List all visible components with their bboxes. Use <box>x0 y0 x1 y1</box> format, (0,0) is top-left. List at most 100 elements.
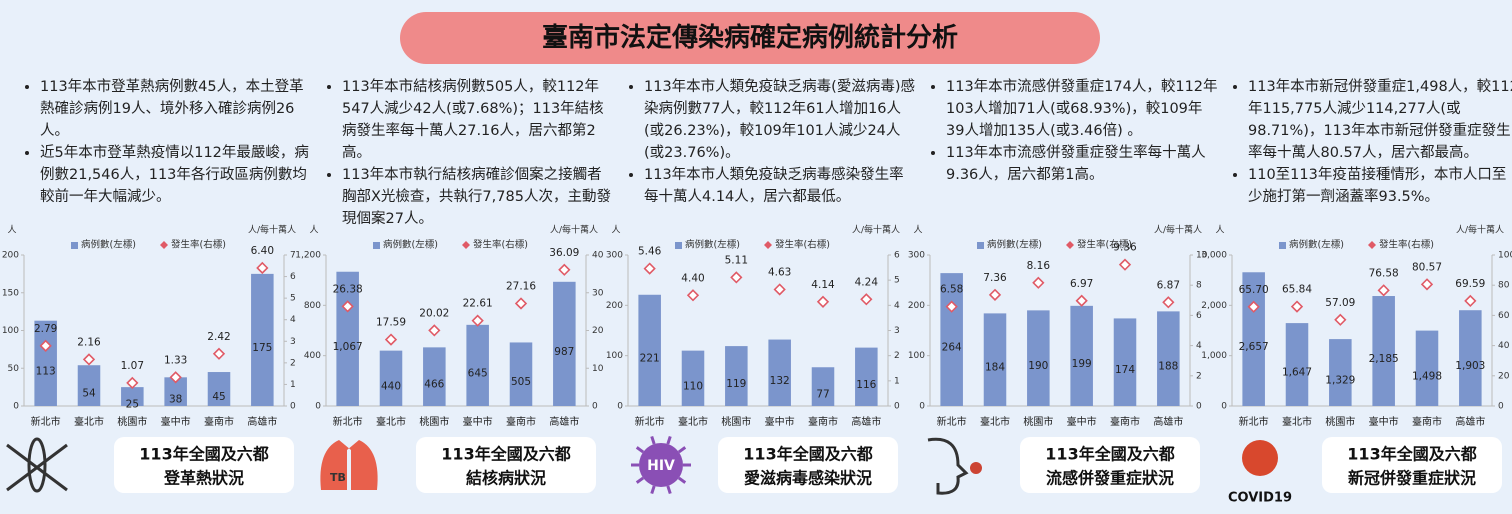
rate-marker <box>1377 284 1390 297</box>
rate-marker <box>988 288 1002 301</box>
bar <box>121 387 144 406</box>
bar <box>379 350 403 406</box>
y-axis-unit: 人 <box>913 225 922 236</box>
legend-label: 病例數(左標) <box>987 239 1042 251</box>
x-tick-label: 臺南市 <box>1412 415 1442 428</box>
rate-marker <box>428 324 441 337</box>
bullet: 113年本市流感併發重症發生率每十萬人9.36人，居六都第1高。 <box>946 142 1218 186</box>
caption: 113年全國及六都 <box>441 445 570 464</box>
icon <box>635 476 645 484</box>
bar <box>681 350 705 406</box>
bar-label: 54 <box>82 388 96 400</box>
rate-marker <box>1290 300 1304 313</box>
y-tick-label: 0 <box>617 402 623 412</box>
rate-label: 4.40 <box>681 272 704 284</box>
legend-marker <box>462 241 470 249</box>
legend-label: 病例數(左標) <box>685 239 740 251</box>
x-tick-label: 臺南市 <box>1110 415 1140 428</box>
legend-marker <box>1368 241 1376 249</box>
rate-marker <box>1464 294 1477 308</box>
bar-label: 45 <box>212 391 225 403</box>
rate-marker <box>341 300 354 313</box>
bullet: 113年本市執行結核病確診個案之接觸者胸部X光檢查，共執行7,785人次，主動發… <box>342 164 614 230</box>
x-tick-label: 臺北市 <box>678 415 708 428</box>
bar <box>1415 330 1439 406</box>
y2-tick-label: 20 <box>1498 371 1510 381</box>
rate-label: 57.09 <box>1325 297 1355 309</box>
bullet: 近5年本市登革熱疫情以112年最嚴峻，病例數21,546人，113年各行政區病例… <box>40 142 312 208</box>
legend-marker <box>1279 242 1286 249</box>
x-tick-label: 桃園市 <box>1023 415 1053 428</box>
bar <box>1329 339 1352 406</box>
legend-label: 發生率(右標) <box>1379 239 1434 251</box>
legend-marker <box>373 242 380 249</box>
bar-label: 264 <box>942 342 962 354</box>
icon <box>650 436 656 445</box>
bar-label: 38 <box>169 394 182 406</box>
bar <box>983 313 1007 406</box>
y-tick-label: 300 <box>908 251 925 261</box>
rate-label: 36.09 <box>549 247 579 259</box>
bar <box>1459 310 1482 406</box>
y2-tick-label: 5 <box>290 294 296 304</box>
y2-tick-label: 8 <box>1196 281 1202 291</box>
y-tick-label: 1,000 <box>1201 351 1227 361</box>
y2-tick-label: 4 <box>290 315 296 325</box>
bar <box>251 273 274 406</box>
bar <box>1285 323 1309 406</box>
legend-label: 發生率(右標) <box>775 239 830 251</box>
caption: 113年全國及六都 <box>743 445 872 464</box>
x-tick-label: 高雄市 <box>1153 415 1183 428</box>
bar-label: 645 <box>468 367 488 379</box>
y-axis-unit: 人 <box>1215 225 1224 236</box>
icon <box>970 462 982 474</box>
x-tick-label: 高雄市 <box>549 415 579 428</box>
bar-label: 25 <box>126 399 139 411</box>
caption: 登革熱狀況 <box>163 469 244 488</box>
icon <box>677 476 687 484</box>
rate-marker <box>686 289 700 302</box>
icon <box>6 443 68 492</box>
title-banner <box>400 12 1100 64</box>
y2-axis-unit: 人/每十萬人 <box>1154 224 1202 236</box>
rate-marker <box>514 297 528 310</box>
icon-label: HIV <box>647 458 675 474</box>
y-tick-label: 50 <box>8 364 20 374</box>
x-tick-label: 臺南市 <box>506 415 536 428</box>
rate-marker <box>860 293 873 306</box>
caption: 113年全國及六都 <box>1347 445 1476 464</box>
rate-marker <box>169 371 182 384</box>
rate-label: 65.84 <box>1282 284 1312 296</box>
y2-tick-label: 0 <box>592 402 598 412</box>
rate-label: 6.58 <box>940 284 963 296</box>
rate-label: 4.24 <box>855 276 879 288</box>
caption-box <box>1322 437 1502 493</box>
bar <box>1070 305 1093 406</box>
bar-label: 116 <box>856 379 876 391</box>
rate-marker <box>126 376 139 390</box>
bar-label: 2,185 <box>1369 353 1399 365</box>
icon-label: TB <box>330 471 346 484</box>
y-tick-label: 100 <box>606 351 623 361</box>
rate-label: 2.42 <box>207 331 230 343</box>
bar <box>336 271 359 406</box>
bar <box>1113 318 1137 406</box>
y-axis-unit: 人 <box>611 225 620 236</box>
rate-label: 5.46 <box>638 246 662 258</box>
rate-marker <box>471 314 484 327</box>
rate-marker <box>816 295 830 308</box>
bar <box>207 372 231 406</box>
rate-label: 8.16 <box>1027 260 1051 272</box>
legend-marker <box>675 242 682 249</box>
icon-label: COVID19 <box>1228 491 1292 506</box>
y2-tick-label: 1 <box>894 376 900 386</box>
x-tick-label: 桃園市 <box>1325 415 1355 428</box>
bar-label: 505 <box>511 376 531 388</box>
y-tick-label: 0 <box>1221 402 1227 412</box>
x-tick-label: 新北市 <box>333 415 363 428</box>
bullet-list: 113年本市流感併發重症174人，較112年103人增加71人(或68.93%)… <box>922 76 1218 186</box>
y-tick-label: 2,000 <box>1201 301 1227 311</box>
bullet-list: 113年本市登革熱病例數45人，本土登革熱確診病例19人、境外移入確診病例26人… <box>16 76 312 208</box>
y2-tick-label: 0 <box>290 402 296 412</box>
legend-marker <box>160 241 168 249</box>
